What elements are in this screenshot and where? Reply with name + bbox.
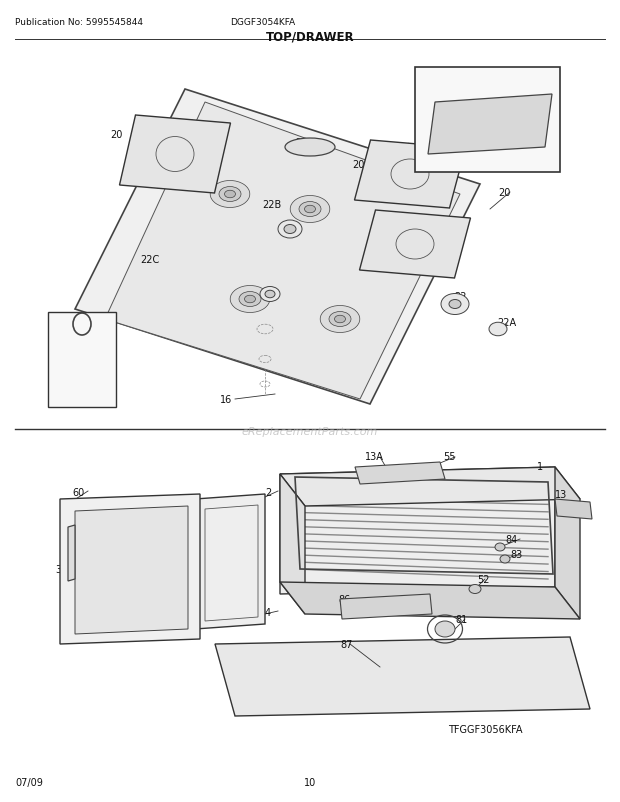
Ellipse shape	[449, 300, 461, 309]
Ellipse shape	[329, 312, 351, 327]
Text: 20A: 20A	[352, 160, 371, 170]
Text: 16: 16	[220, 395, 232, 404]
Text: 07/09: 07/09	[15, 777, 43, 787]
Text: 1: 1	[537, 461, 543, 472]
Text: 86: 86	[338, 594, 350, 604]
Text: 13: 13	[555, 489, 567, 500]
Polygon shape	[280, 582, 580, 619]
Text: DGGF3054KFA: DGGF3054KFA	[230, 18, 295, 27]
Polygon shape	[355, 141, 466, 209]
Ellipse shape	[320, 306, 360, 333]
Ellipse shape	[278, 221, 302, 239]
Text: 22B: 22B	[262, 200, 281, 210]
Ellipse shape	[489, 323, 507, 336]
Ellipse shape	[265, 291, 275, 298]
Polygon shape	[428, 95, 552, 155]
Text: 81: 81	[455, 614, 467, 624]
Ellipse shape	[244, 296, 255, 303]
Ellipse shape	[335, 316, 345, 323]
Ellipse shape	[230, 286, 270, 313]
Text: 2: 2	[265, 488, 271, 497]
Text: 39: 39	[55, 565, 67, 574]
Ellipse shape	[469, 585, 481, 593]
Polygon shape	[75, 90, 480, 404]
Text: 4: 4	[265, 607, 271, 618]
Ellipse shape	[290, 196, 330, 223]
Polygon shape	[280, 468, 580, 506]
Ellipse shape	[284, 225, 296, 234]
Ellipse shape	[239, 292, 261, 307]
Bar	[48, 313, 116, 407]
Ellipse shape	[219, 187, 241, 202]
Text: 22A: 22A	[497, 318, 516, 327]
Text: 87: 87	[340, 639, 352, 649]
Polygon shape	[105, 103, 460, 399]
Text: 55: 55	[443, 452, 456, 461]
Polygon shape	[555, 500, 592, 520]
Ellipse shape	[435, 622, 455, 638]
Polygon shape	[280, 468, 555, 594]
Text: 22C: 22C	[140, 255, 159, 265]
Polygon shape	[195, 494, 265, 630]
Text: Publication No: 5995545844: Publication No: 5995545844	[15, 18, 143, 27]
Text: TOP/DRAWER: TOP/DRAWER	[266, 30, 354, 43]
Text: 22: 22	[454, 292, 466, 302]
Ellipse shape	[224, 191, 236, 199]
Polygon shape	[355, 463, 445, 484]
Polygon shape	[280, 475, 305, 614]
Text: 10: 10	[304, 777, 316, 787]
Ellipse shape	[495, 543, 505, 551]
Ellipse shape	[304, 206, 316, 213]
Ellipse shape	[299, 202, 321, 217]
Ellipse shape	[210, 181, 250, 209]
Polygon shape	[120, 115, 231, 194]
Text: 20: 20	[498, 188, 510, 198]
Polygon shape	[555, 468, 580, 619]
Bar	[415, 68, 560, 172]
Ellipse shape	[260, 287, 280, 302]
Ellipse shape	[500, 555, 510, 563]
Text: 20: 20	[110, 130, 122, 140]
Text: 22D: 22D	[295, 138, 315, 148]
Polygon shape	[215, 638, 590, 716]
Polygon shape	[75, 506, 188, 634]
Ellipse shape	[441, 294, 469, 315]
Polygon shape	[340, 594, 432, 619]
Polygon shape	[360, 211, 471, 278]
Text: 34: 34	[420, 72, 432, 82]
Polygon shape	[68, 525, 75, 581]
Text: 88: 88	[52, 317, 64, 326]
Text: TFGGF3056KFA: TFGGF3056KFA	[448, 724, 523, 734]
Polygon shape	[60, 494, 200, 644]
Text: eReplacementParts.com: eReplacementParts.com	[242, 427, 378, 436]
Text: 84: 84	[505, 534, 517, 545]
Text: 13A: 13A	[365, 452, 384, 461]
Ellipse shape	[285, 139, 335, 157]
Text: 60: 60	[72, 488, 84, 497]
Text: 52: 52	[477, 574, 490, 585]
Text: 83: 83	[510, 549, 522, 559]
